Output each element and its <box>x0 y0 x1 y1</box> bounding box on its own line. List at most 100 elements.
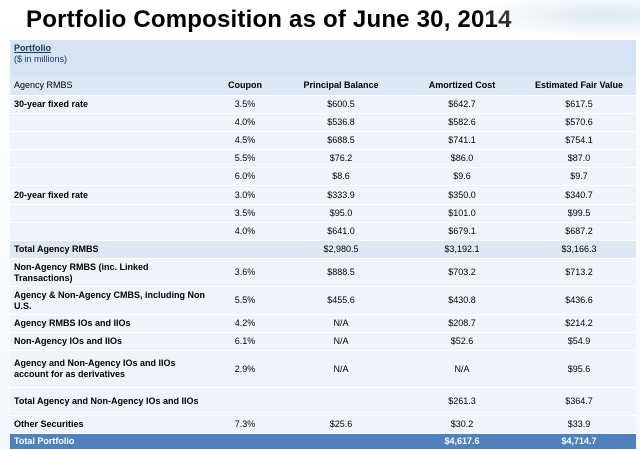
fair-value-cell: $754.1 <box>522 131 636 150</box>
row-label: Agency & Non-Agency CMBS, including Non … <box>10 286 210 315</box>
column-header: Coupon <box>210 76 280 96</box>
amortized-cost-cell: $52.6 <box>402 332 522 351</box>
principal-balance-cell: $25.6 <box>280 415 402 434</box>
principal-balance-cell <box>280 387 402 416</box>
row-label <box>10 131 210 150</box>
row-label: 20-year fixed rate <box>10 185 210 205</box>
fair-value-cell: $4,714.7 <box>522 433 636 450</box>
fair-value-cell: $95.6 <box>522 350 636 388</box>
principal-balance-cell: $641.0 <box>280 222 402 241</box>
fair-value-cell: $340.7 <box>522 185 636 205</box>
coupon-cell: 5.5% <box>210 286 280 315</box>
fair-value-cell: $214.2 <box>522 314 636 333</box>
coupon-cell: 6.0% <box>210 167 280 186</box>
table-row: Other Securities 7.3% $25.6 $30.2 $33.9 <box>10 415 636 434</box>
amortized-cost-cell: N/A <box>402 350 522 388</box>
principal-balance-cell: N/A <box>280 314 402 333</box>
coupon-cell: 2.9% <box>210 350 280 388</box>
portfolio-table: Agency RMBS Coupon Principal Balance Amo… <box>10 76 636 450</box>
table-row: Non-Agency IOs and IIOs 6.1% N/A $52.6 $54.9 <box>10 332 636 351</box>
principal-balance-cell: $536.8 <box>280 113 402 132</box>
coupon-cell: 4.0% <box>210 113 280 132</box>
portfolio-table-panel: Portfolio ($ in millions) Agency RMBS Co… <box>10 40 636 450</box>
coupon-cell <box>210 433 280 450</box>
column-header: Agency RMBS <box>10 76 210 96</box>
coupon-cell: 4.0% <box>210 222 280 241</box>
table-row: Agency and Non-Agency IOs and IIOs accou… <box>10 350 636 388</box>
table-row: Agency & Non-Agency CMBS, including Non … <box>10 286 636 315</box>
column-header: Amortized Cost <box>402 76 522 96</box>
table-row: Total Agency RMBS $2,980.5 $3,192.1 $3,166.… <box>10 240 636 259</box>
fair-value-cell: $687.2 <box>522 222 636 241</box>
coupon-cell: 3.5% <box>210 204 280 223</box>
fair-value-cell: $33.9 <box>522 415 636 434</box>
header-decoration <box>470 0 640 38</box>
coupon-cell: 4.5% <box>210 131 280 150</box>
coupon-cell: 3.5% <box>210 95 280 114</box>
principal-balance-cell: $76.2 <box>280 149 402 168</box>
coupon-cell: 7.3% <box>210 415 280 434</box>
principal-balance-cell: $888.5 <box>280 258 402 287</box>
amortized-cost-cell: $430.8 <box>402 286 522 315</box>
principal-balance-cell: $95.0 <box>280 204 402 223</box>
principal-balance-cell <box>280 433 402 450</box>
row-label <box>10 204 210 223</box>
row-label: 30-year fixed rate <box>10 95 210 114</box>
principal-balance-cell: $2,980.5 <box>280 240 402 259</box>
fair-value-cell: $87.0 <box>522 149 636 168</box>
amortized-cost-cell: $9.6 <box>402 167 522 186</box>
amortized-cost-cell: $582.6 <box>402 113 522 132</box>
amortized-cost-cell: $101.0 <box>402 204 522 223</box>
amortized-cost-cell: $261.3 <box>402 387 522 416</box>
fair-value-cell: $570.6 <box>522 113 636 132</box>
fair-value-cell: $713.2 <box>522 258 636 287</box>
amortized-cost-cell: $703.2 <box>402 258 522 287</box>
amortized-cost-cell: $208.7 <box>402 314 522 333</box>
portfolio-header: Portfolio ($ in millions) <box>10 40 636 76</box>
amortized-cost-cell: $30.2 <box>402 415 522 434</box>
amortized-cost-cell: $4,617.6 <box>402 433 522 450</box>
table-row: Agency RMBS IOs and IIOs 4.2% N/A $208.7 $21… <box>10 314 636 333</box>
row-label <box>10 149 210 168</box>
table-row: Non-Agency RMBS (inc. Linked Transaction… <box>10 258 636 287</box>
amortized-cost-cell: $741.1 <box>402 131 522 150</box>
table-row: Total Portfolio $4,617.6 $4,714.7 <box>10 433 636 450</box>
row-label: Agency and Non-Agency IOs and IIOs accou… <box>10 350 210 388</box>
coupon-cell: 5.5% <box>210 149 280 168</box>
coupon-cell: 3.0% <box>210 185 280 205</box>
principal-balance-cell: N/A <box>280 332 402 351</box>
row-label: Total Agency and Non-Agency IOs and IIOs <box>10 387 210 416</box>
table-row: 6.0% $8.6 $9.6 $9.7 <box>10 167 636 186</box>
principal-balance-cell: N/A <box>280 350 402 388</box>
table-row: 20-year fixed rate 3.0% $333.9 $350.0 $340.7 <box>10 185 636 205</box>
row-label: Total Portfolio <box>10 433 210 450</box>
principal-balance-cell: $688.5 <box>280 131 402 150</box>
principal-balance-cell: $600.5 <box>280 95 402 114</box>
amortized-cost-cell: $350.0 <box>402 185 522 205</box>
table-row: 4.5% $688.5 $741.1 $754.1 <box>10 131 636 150</box>
principal-balance-cell: $455.6 <box>280 286 402 315</box>
fair-value-cell: $3,166.3 <box>522 240 636 259</box>
row-label: Other Securities <box>10 415 210 434</box>
fair-value-cell: $617.5 <box>522 95 636 114</box>
table-row: 5.5% $76.2 $86.0 $87.0 <box>10 149 636 168</box>
fair-value-cell: $54.9 <box>522 332 636 351</box>
principal-balance-cell: $333.9 <box>280 185 402 205</box>
table-row: 4.0% $536.8 $582.6 $570.6 <box>10 113 636 132</box>
coupon-cell: 3.6% <box>210 258 280 287</box>
amortized-cost-cell: $642.7 <box>402 95 522 114</box>
amortized-cost-cell: $3,192.1 <box>402 240 522 259</box>
row-label: Agency RMBS IOs and IIOs <box>10 314 210 333</box>
row-label: Non-Agency IOs and IIOs <box>10 332 210 351</box>
coupon-cell: 6.1% <box>210 332 280 351</box>
row-label <box>10 113 210 132</box>
principal-balance-cell: $8.6 <box>280 167 402 186</box>
table-row: Total Agency and Non-Agency IOs and IIOs… <box>10 387 636 416</box>
table-row: 4.0% $641.0 $679.1 $687.2 <box>10 222 636 241</box>
amortized-cost-cell: $679.1 <box>402 222 522 241</box>
column-header-row: Agency RMBS Coupon Principal Balance Amo… <box>10 76 636 96</box>
fair-value-cell: $364.7 <box>522 387 636 416</box>
coupon-cell <box>210 240 280 259</box>
row-label <box>10 222 210 241</box>
row-label: Non-Agency RMBS (inc. Linked Transaction… <box>10 258 210 287</box>
